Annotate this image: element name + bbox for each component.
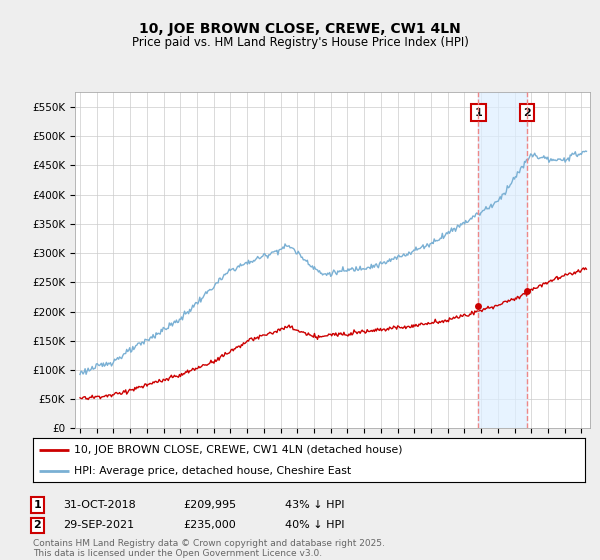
Text: 2: 2 [523,108,531,118]
Text: 2: 2 [34,520,41,530]
Text: Price paid vs. HM Land Registry's House Price Index (HPI): Price paid vs. HM Land Registry's House … [131,36,469,49]
Text: £209,995: £209,995 [183,500,236,510]
Text: 10, JOE BROWN CLOSE, CREWE, CW1 4LN: 10, JOE BROWN CLOSE, CREWE, CW1 4LN [139,22,461,36]
Text: 1: 1 [475,108,482,118]
Text: Contains HM Land Registry data © Crown copyright and database right 2025.
This d: Contains HM Land Registry data © Crown c… [33,539,385,558]
Text: 31-OCT-2018: 31-OCT-2018 [63,500,136,510]
Text: 43% ↓ HPI: 43% ↓ HPI [285,500,344,510]
Text: 10, JOE BROWN CLOSE, CREWE, CW1 4LN (detached house): 10, JOE BROWN CLOSE, CREWE, CW1 4LN (det… [74,445,403,455]
Text: 40% ↓ HPI: 40% ↓ HPI [285,520,344,530]
Bar [478,92,527,428]
Text: £235,000: £235,000 [183,520,236,530]
Text: 29-SEP-2021: 29-SEP-2021 [63,520,134,530]
Text: HPI: Average price, detached house, Cheshire East: HPI: Average price, detached house, Ches… [74,466,352,475]
Text: 1: 1 [34,500,41,510]
